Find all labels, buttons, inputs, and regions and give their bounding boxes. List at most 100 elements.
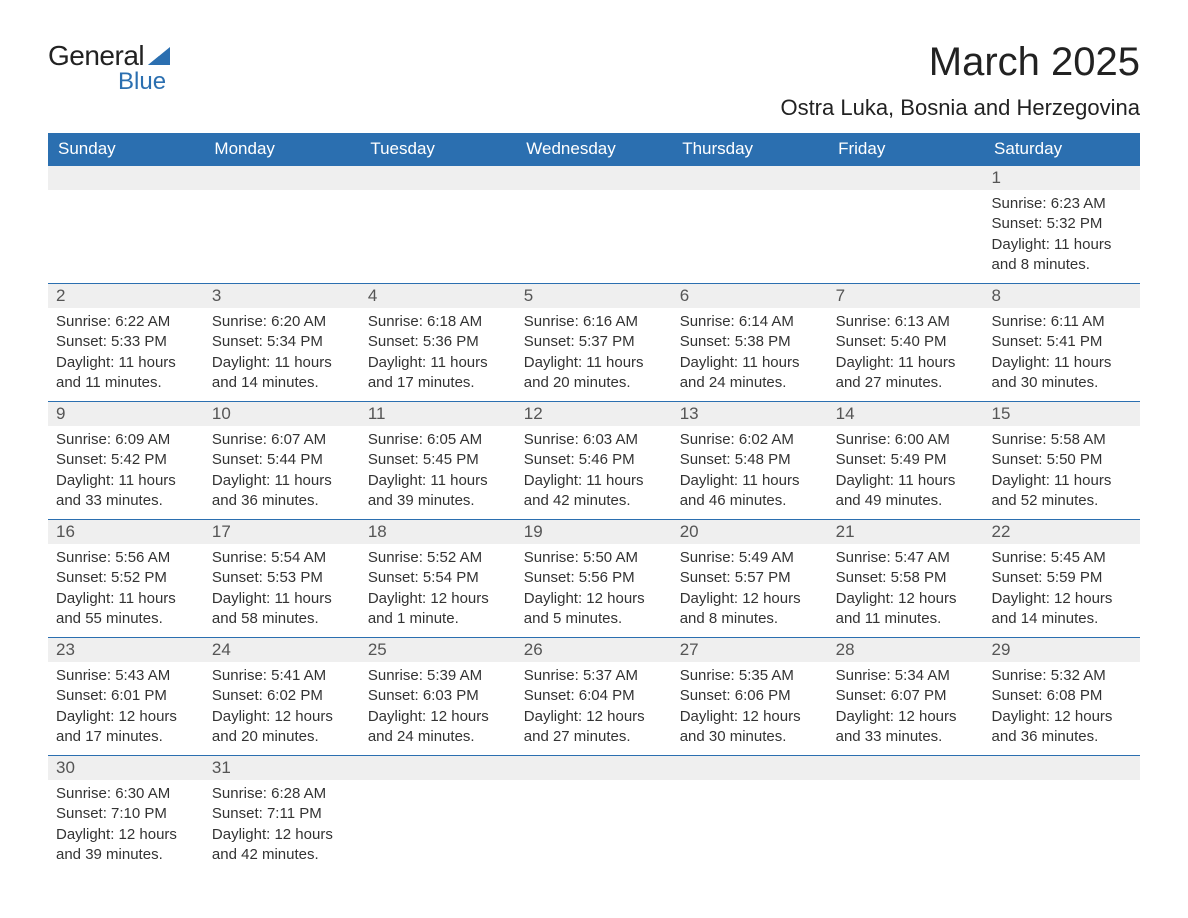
- day-details: [516, 190, 672, 260]
- sunset-text: Sunset: 5:45 PM: [368, 450, 508, 470]
- calendar-cell: [48, 166, 204, 284]
- daylight-text-2: and 42 minutes.: [524, 491, 664, 511]
- sunset-text: Sunset: 5:57 PM: [680, 568, 820, 588]
- day-number: 16: [48, 520, 204, 544]
- day-number: 22: [984, 520, 1140, 544]
- calendar-cell: 18Sunrise: 5:52 AMSunset: 5:54 PMDayligh…: [360, 520, 516, 638]
- day-number: 8: [984, 284, 1140, 308]
- sunrise-text: Sunrise: 5:43 AM: [56, 666, 196, 686]
- day-number: 10: [204, 402, 360, 426]
- day-number: 26: [516, 638, 672, 662]
- sunrise-text: Sunrise: 6:18 AM: [368, 312, 508, 332]
- calendar-cell: 23Sunrise: 5:43 AMSunset: 6:01 PMDayligh…: [48, 638, 204, 756]
- calendar-cell: 9Sunrise: 6:09 AMSunset: 5:42 PMDaylight…: [48, 402, 204, 520]
- sunset-text: Sunset: 5:42 PM: [56, 450, 196, 470]
- day-details: Sunrise: 6:18 AMSunset: 5:36 PMDaylight:…: [360, 308, 516, 401]
- sunrise-text: Sunrise: 5:34 AM: [836, 666, 976, 686]
- day-number: 30: [48, 756, 204, 780]
- sunset-text: Sunset: 5:32 PM: [992, 214, 1132, 234]
- day-details: Sunrise: 5:43 AMSunset: 6:01 PMDaylight:…: [48, 662, 204, 755]
- daylight-text-2: and 14 minutes.: [212, 373, 352, 393]
- calendar-cell: 15Sunrise: 5:58 AMSunset: 5:50 PMDayligh…: [984, 402, 1140, 520]
- day-details: Sunrise: 6:02 AMSunset: 5:48 PMDaylight:…: [672, 426, 828, 519]
- day-details: Sunrise: 5:32 AMSunset: 6:08 PMDaylight:…: [984, 662, 1140, 755]
- daylight-text-2: and 8 minutes.: [680, 609, 820, 629]
- day-number: 23: [48, 638, 204, 662]
- sunrise-text: Sunrise: 6:02 AM: [680, 430, 820, 450]
- day-header-sat: Saturday: [984, 133, 1140, 166]
- sunrise-text: Sunrise: 6:30 AM: [56, 784, 196, 804]
- daylight-text-2: and 52 minutes.: [992, 491, 1132, 511]
- daylight-text-2: and 30 minutes.: [992, 373, 1132, 393]
- daylight-text-2: and 1 minute.: [368, 609, 508, 629]
- title-block: March 2025 Ostra Luka, Bosnia and Herzeg…: [780, 40, 1140, 121]
- daylight-text-1: Daylight: 11 hours: [56, 471, 196, 491]
- day-details: Sunrise: 5:54 AMSunset: 5:53 PMDaylight:…: [204, 544, 360, 637]
- day-number: 20: [672, 520, 828, 544]
- day-header-row: Sunday Monday Tuesday Wednesday Thursday…: [48, 133, 1140, 166]
- daylight-text-2: and 33 minutes.: [836, 727, 976, 747]
- daylight-text-1: Daylight: 11 hours: [680, 353, 820, 373]
- sunset-text: Sunset: 5:33 PM: [56, 332, 196, 352]
- header: General Blue March 2025 Ostra Luka, Bosn…: [48, 40, 1140, 121]
- day-details: Sunrise: 5:34 AMSunset: 6:07 PMDaylight:…: [828, 662, 984, 755]
- daylight-text-1: Daylight: 12 hours: [56, 825, 196, 845]
- daylight-text-1: Daylight: 12 hours: [992, 707, 1132, 727]
- calendar-cell: [204, 166, 360, 284]
- day-details: Sunrise: 6:09 AMSunset: 5:42 PMDaylight:…: [48, 426, 204, 519]
- daylight-text-2: and 20 minutes.: [212, 727, 352, 747]
- day-number: 19: [516, 520, 672, 544]
- sunset-text: Sunset: 5:40 PM: [836, 332, 976, 352]
- sunset-text: Sunset: 6:04 PM: [524, 686, 664, 706]
- day-number: 4: [360, 284, 516, 308]
- sunset-text: Sunset: 5:41 PM: [992, 332, 1132, 352]
- sunrise-text: Sunrise: 5:56 AM: [56, 548, 196, 568]
- day-details: [516, 780, 672, 850]
- daylight-text-2: and 8 minutes.: [992, 255, 1132, 275]
- daylight-text-1: Daylight: 12 hours: [836, 707, 976, 727]
- daylight-text-2: and 36 minutes.: [992, 727, 1132, 747]
- daylight-text-2: and 39 minutes.: [56, 845, 196, 865]
- day-header-mon: Monday: [204, 133, 360, 166]
- day-details: Sunrise: 6:20 AMSunset: 5:34 PMDaylight:…: [204, 308, 360, 401]
- daylight-text-1: Daylight: 12 hours: [992, 589, 1132, 609]
- sunrise-text: Sunrise: 6:14 AM: [680, 312, 820, 332]
- day-number: 31: [204, 756, 360, 780]
- daylight-text-1: Daylight: 11 hours: [524, 353, 664, 373]
- day-details: Sunrise: 6:28 AMSunset: 7:11 PMDaylight:…: [204, 780, 360, 873]
- sunrise-text: Sunrise: 6:16 AM: [524, 312, 664, 332]
- day-number: 6: [672, 284, 828, 308]
- sunset-text: Sunset: 5:34 PM: [212, 332, 352, 352]
- calendar-cell: 24Sunrise: 5:41 AMSunset: 6:02 PMDayligh…: [204, 638, 360, 756]
- day-details: Sunrise: 6:00 AMSunset: 5:49 PMDaylight:…: [828, 426, 984, 519]
- calendar-week-row: 1Sunrise: 6:23 AMSunset: 5:32 PMDaylight…: [48, 166, 1140, 284]
- daylight-text-1: Daylight: 11 hours: [992, 471, 1132, 491]
- sunrise-text: Sunrise: 6:22 AM: [56, 312, 196, 332]
- day-details: Sunrise: 5:39 AMSunset: 6:03 PMDaylight:…: [360, 662, 516, 755]
- daylight-text-1: Daylight: 11 hours: [836, 353, 976, 373]
- calendar-cell: 28Sunrise: 5:34 AMSunset: 6:07 PMDayligh…: [828, 638, 984, 756]
- daylight-text-2: and 42 minutes.: [212, 845, 352, 865]
- day-details: [204, 190, 360, 260]
- day-details: Sunrise: 5:56 AMSunset: 5:52 PMDaylight:…: [48, 544, 204, 637]
- calendar-cell: 4Sunrise: 6:18 AMSunset: 5:36 PMDaylight…: [360, 284, 516, 402]
- day-details: Sunrise: 5:47 AMSunset: 5:58 PMDaylight:…: [828, 544, 984, 637]
- sunrise-text: Sunrise: 5:37 AM: [524, 666, 664, 686]
- day-header-sun: Sunday: [48, 133, 204, 166]
- day-details: Sunrise: 6:13 AMSunset: 5:40 PMDaylight:…: [828, 308, 984, 401]
- daylight-text-2: and 27 minutes.: [524, 727, 664, 747]
- sunset-text: Sunset: 6:06 PM: [680, 686, 820, 706]
- sunset-text: Sunset: 6:07 PM: [836, 686, 976, 706]
- calendar-cell: 25Sunrise: 5:39 AMSunset: 6:03 PMDayligh…: [360, 638, 516, 756]
- day-details: Sunrise: 6:23 AMSunset: 5:32 PMDaylight:…: [984, 190, 1140, 283]
- daylight-text-2: and 24 minutes.: [680, 373, 820, 393]
- day-details: Sunrise: 6:05 AMSunset: 5:45 PMDaylight:…: [360, 426, 516, 519]
- calendar-cell: 2Sunrise: 6:22 AMSunset: 5:33 PMDaylight…: [48, 284, 204, 402]
- day-details: Sunrise: 5:41 AMSunset: 6:02 PMDaylight:…: [204, 662, 360, 755]
- month-title: March 2025: [780, 40, 1140, 85]
- day-number: 12: [516, 402, 672, 426]
- daylight-text-2: and 46 minutes.: [680, 491, 820, 511]
- daylight-text-2: and 11 minutes.: [836, 609, 976, 629]
- sunset-text: Sunset: 5:37 PM: [524, 332, 664, 352]
- daylight-text-2: and 27 minutes.: [836, 373, 976, 393]
